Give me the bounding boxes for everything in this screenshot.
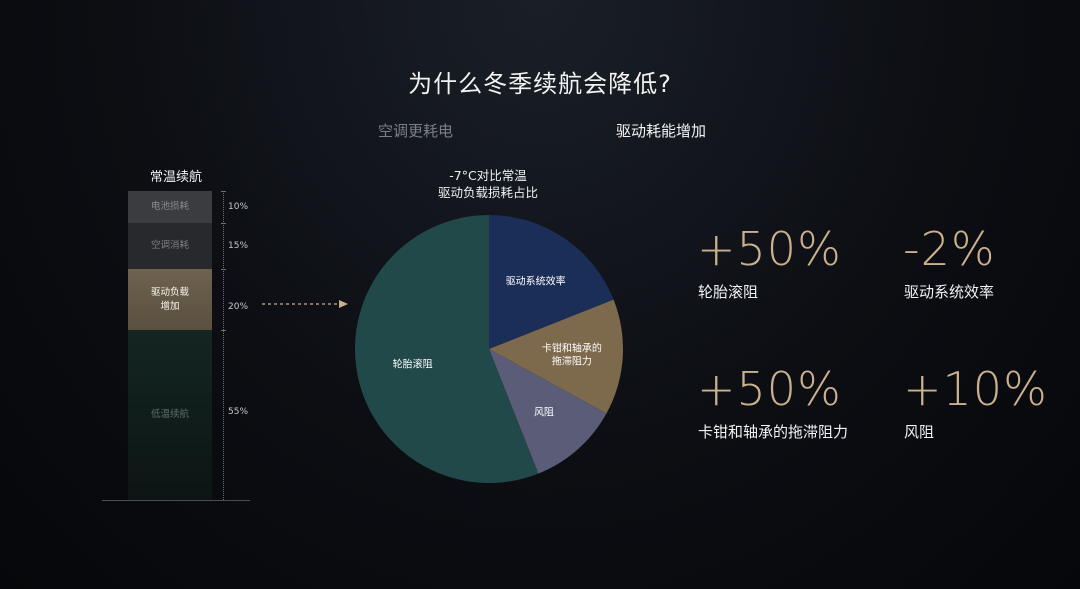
scale-tick [221, 223, 226, 224]
stat-value-tire: +50% [697, 222, 842, 276]
segment-label: 电池损耗 [150, 201, 189, 213]
stack-title: 常温续航 [149, 170, 202, 185]
segment-battery-loss: 电池损耗 [128, 191, 212, 223]
segment-label: 驱动负载 增加 [150, 287, 189, 312]
pie-slice [489, 215, 614, 349]
scale-tick [221, 191, 226, 192]
dashed-arrow-icon [262, 300, 348, 308]
chart-title: -7°C对比常温 驱动负载损耗占比 [437, 168, 538, 200]
percent-label: 15% [228, 241, 249, 251]
stat-value-caliper: +50% [697, 362, 842, 416]
pie-slice [355, 215, 539, 483]
segment-drive-load: 驱动负载 增加 [128, 269, 212, 330]
segment-label: 低温续航 [150, 409, 189, 421]
percent-label: 10% [228, 202, 249, 212]
baseline [102, 500, 250, 501]
stat-label-wind: 风阻 [904, 423, 935, 441]
pie-slice [489, 349, 607, 474]
pie-slice-label: 卡钳和轴承的拖滞阻力 [542, 342, 602, 368]
tab-drive-consumption[interactable]: 驱动耗能增加 [616, 122, 707, 140]
pie-slice-label: 驱动系统效率 [506, 274, 566, 287]
stat-label-tire: 轮胎滚阻 [698, 283, 759, 301]
pie-slice-label: 风阻 [534, 406, 554, 418]
stat-label-caliper: 卡钳和轴承的拖滞阻力 [698, 423, 849, 441]
stat-value-wind: +10% [903, 362, 1048, 416]
segment-low-temp-range: 低温续航 [128, 330, 212, 500]
percent-label: 20% [228, 302, 249, 312]
tab-ac-consumption[interactable]: 空调更耗电 [378, 122, 454, 140]
pie-slice [489, 299, 623, 414]
page-title: 为什么冬季续航会降低? [408, 70, 672, 98]
scale-tick [221, 269, 226, 270]
stat-value-drive-efficiency: -2% [903, 222, 996, 276]
segment-label: 空调消耗 [150, 240, 189, 252]
segment-ac-consumption: 空调消耗 [128, 223, 212, 269]
percent-label: 55% [228, 407, 249, 417]
scale-tick [221, 330, 226, 331]
pie-slice-label: 轮胎滚阻 [393, 358, 433, 371]
stat-label-drive-efficiency: 驱动系统效率 [904, 283, 995, 301]
scale-line [223, 191, 224, 500]
